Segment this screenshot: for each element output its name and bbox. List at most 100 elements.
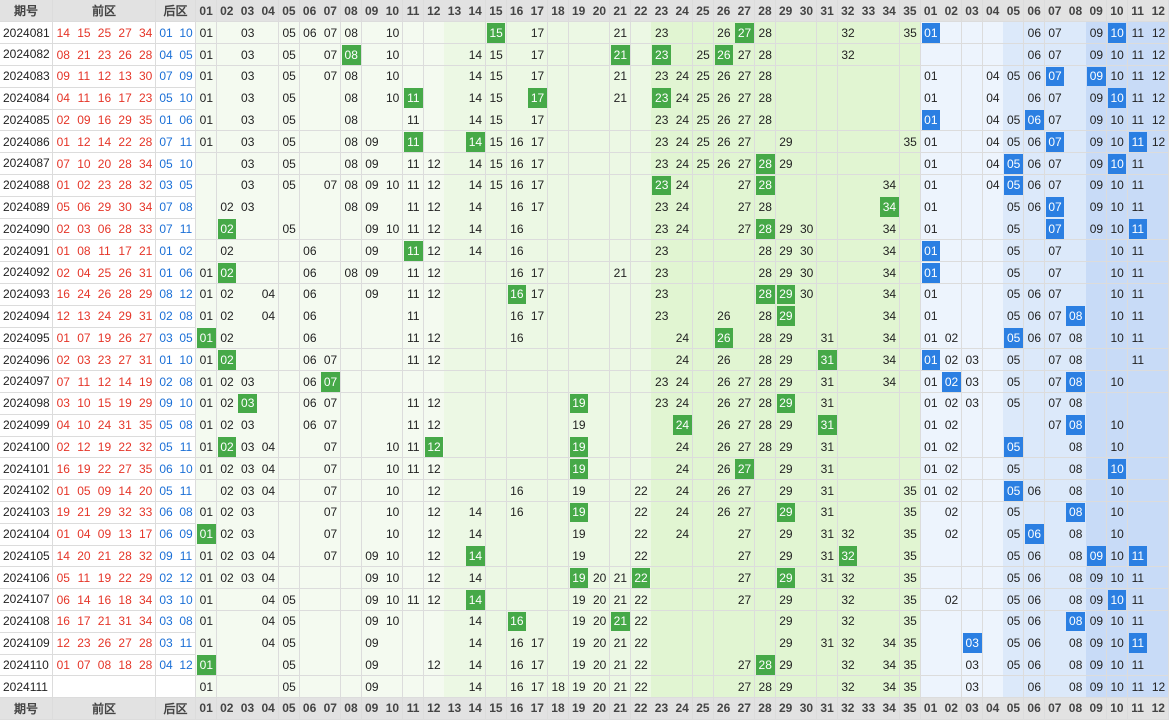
back-number: 03 — [159, 614, 173, 629]
grid-cell — [1148, 610, 1169, 633]
period: 2024096 — [0, 349, 53, 372]
footer-back-col: 09 — [1086, 697, 1108, 720]
grid-cell — [1086, 305, 1108, 328]
grid-cell — [796, 523, 818, 546]
back-number: 12 — [179, 570, 193, 585]
front-trend: 09 — [365, 243, 379, 258]
front-trend: 17 — [530, 156, 545, 171]
footer-front-col: 06 — [299, 697, 321, 720]
grid-cell — [485, 370, 507, 394]
front-number: 28 — [118, 287, 132, 302]
grid-cell — [610, 22, 632, 45]
front-trend: 32 — [841, 614, 855, 629]
back-trend: 02 — [944, 592, 959, 607]
grid-cell — [320, 261, 342, 285]
front-number: 34 — [139, 592, 153, 607]
grid-cell — [961, 196, 984, 219]
back-hit: 08 — [1066, 502, 1086, 523]
front-number: 17 — [77, 614, 91, 629]
grid-cell — [465, 305, 487, 328]
grid-cell — [630, 327, 652, 350]
front-trend: 16 — [510, 505, 524, 520]
front-trend: 14 — [468, 178, 483, 193]
grid-cell — [796, 567, 818, 590]
front-trend: 21 — [613, 592, 628, 607]
grid-cell — [1106, 196, 1128, 219]
grid-cell — [610, 196, 632, 219]
grid-cell — [361, 501, 383, 524]
front-trend: 04 — [261, 614, 276, 629]
front-number: 27 — [118, 25, 132, 40]
grid-cell — [692, 370, 714, 394]
footer-period: 期号 — [0, 697, 53, 720]
front-number: 26 — [97, 636, 112, 651]
grid-cell — [1106, 43, 1128, 67]
grid-cell — [278, 43, 300, 67]
period: 2024092 — [0, 261, 53, 285]
front-number: 28 — [118, 222, 132, 237]
front-trend: 17 — [530, 287, 545, 302]
front-trend: 01 — [199, 592, 214, 607]
grid-cell — [278, 349, 300, 372]
grid-cell — [568, 131, 590, 154]
grid-cell — [465, 43, 487, 67]
back-trend: 03 — [965, 658, 979, 673]
front-trend: 15 — [489, 69, 503, 84]
front-number: 15 — [97, 396, 112, 411]
front-trend: 06 — [303, 287, 317, 302]
front-trend: 35 — [903, 483, 917, 498]
front-trend: 03 — [241, 418, 255, 433]
front-hit: 28 — [755, 219, 775, 239]
front-trend: 06 — [303, 331, 317, 346]
back-hit: 07 — [1045, 197, 1065, 218]
grid-cell — [485, 392, 507, 415]
grid-cell — [941, 174, 963, 197]
grid-cell — [982, 392, 1004, 415]
grid-cell — [1086, 43, 1108, 67]
front-trend: 35 — [903, 549, 917, 564]
front-number: 33 — [139, 222, 153, 237]
front-number: 26 — [118, 265, 132, 280]
grid-cell — [672, 261, 694, 285]
front-number: 06 — [56, 592, 70, 607]
grid-cell — [837, 152, 859, 176]
grid-cell — [941, 654, 963, 677]
grid-cell — [340, 283, 363, 306]
grid-cell — [692, 654, 714, 677]
front-trend: 17 — [530, 636, 545, 651]
front-trend: 22 — [634, 527, 648, 542]
back-trend: 05 — [1006, 592, 1021, 607]
grid-cell — [1044, 152, 1066, 176]
grid-cell — [651, 240, 673, 263]
back-number: 03 — [159, 331, 173, 346]
grid-cell — [858, 240, 880, 263]
grid-cell — [1148, 523, 1169, 546]
grid-cell — [858, 414, 880, 437]
grid-cell — [444, 349, 466, 372]
front-trend: 08 — [344, 134, 358, 149]
grid-cell — [216, 240, 238, 263]
front-trend: 16 — [510, 156, 524, 171]
grid-cell — [630, 174, 652, 197]
grid-cell — [858, 479, 880, 503]
grid-cell — [1086, 196, 1108, 219]
front-trend: 24 — [675, 352, 690, 367]
grid-cell — [610, 131, 632, 154]
back-trend: 08 — [1069, 352, 1083, 367]
front-trend: 19 — [572, 527, 586, 542]
grid-cell — [547, 610, 570, 633]
grid-cell — [961, 523, 984, 546]
grid-cell — [961, 109, 984, 132]
front-trend: 06 — [303, 25, 317, 40]
front-number: 04 — [77, 527, 91, 542]
grid-cell — [858, 283, 880, 306]
grid-cell — [1148, 458, 1169, 481]
grid-cell — [754, 545, 777, 568]
grid-cell — [361, 65, 383, 88]
grid-cell — [1024, 131, 1046, 154]
front-trend: 27 — [737, 549, 752, 564]
front-number: 07 — [56, 156, 70, 171]
grid-cell — [1086, 501, 1108, 524]
back-trend: 06 — [1027, 134, 1042, 149]
period: 2024106 — [0, 567, 53, 590]
